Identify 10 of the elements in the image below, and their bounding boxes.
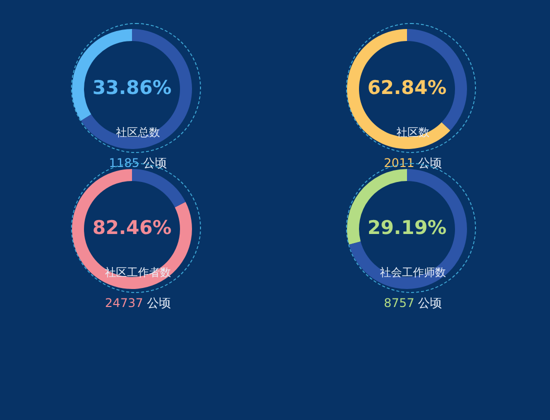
data-label: 29.19% bbox=[367, 216, 447, 239]
text: 社会工作师数 bbox=[379, 265, 447, 280]
text: 2011 公顷 bbox=[382, 155, 444, 172]
data-label: 62.84% bbox=[367, 76, 447, 99]
data-label: 82.46% bbox=[92, 216, 172, 239]
data-label: 33.86% bbox=[92, 76, 172, 99]
text: 社区总数 bbox=[115, 125, 161, 140]
text: 8757 公顷 bbox=[382, 295, 444, 312]
text: 24737 公顷 bbox=[104, 295, 172, 312]
text: 1185 公顷 bbox=[108, 155, 168, 172]
